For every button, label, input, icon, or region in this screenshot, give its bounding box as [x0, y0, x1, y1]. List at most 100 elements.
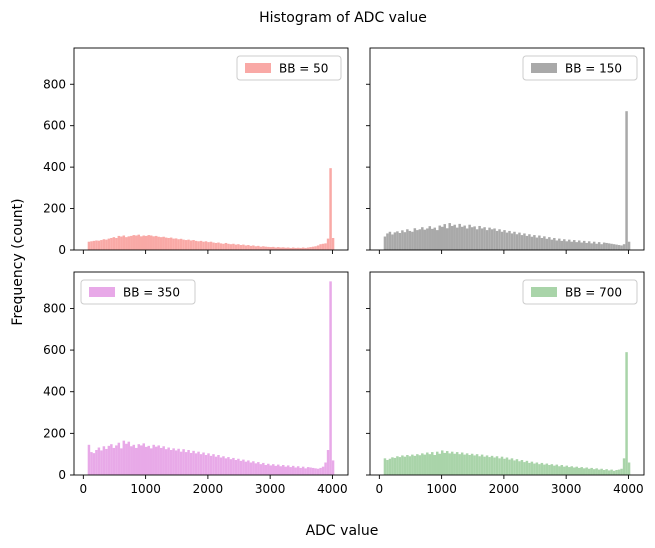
histogram-bar: [421, 453, 424, 475]
histogram-bar: [264, 246, 268, 250]
histogram-bar: [152, 444, 155, 475]
histogram-bar: [202, 241, 205, 250]
histogram-bar: [289, 467, 292, 475]
histogram-bar: [331, 237, 335, 250]
histogram-bar: [144, 235, 148, 250]
histogram-bar: [510, 458, 514, 475]
histogram-bar: [445, 228, 449, 250]
histogram-bar: [518, 232, 521, 250]
histogram-bar: [575, 242, 578, 250]
histogram-bar: [535, 462, 539, 475]
histogram-bar: [267, 246, 270, 250]
histogram-bar: [460, 452, 464, 475]
histogram-bar: [127, 441, 131, 475]
histogram-bar: [289, 247, 292, 250]
histogram-bar: [533, 235, 536, 250]
histogram-bar: [135, 447, 138, 475]
histogram-bar: [525, 460, 529, 475]
histogram-bar: [219, 457, 223, 475]
histogram-bar: [110, 237, 113, 250]
histogram-bar: [617, 245, 621, 250]
histogram-bar: [164, 449, 168, 475]
histogram-bar: [622, 244, 626, 250]
histogram-bar: [582, 468, 586, 475]
histogram-bar: [426, 228, 429, 250]
histogram-bar: [264, 465, 268, 475]
histogram-bar: [535, 237, 539, 250]
histogram-bar: [607, 470, 611, 475]
histogram-bar: [470, 453, 474, 475]
y-tick-label: 800: [43, 301, 66, 315]
histogram-bar: [582, 240, 586, 250]
histogram-bar: [433, 227, 437, 250]
x-tick-label: 1000: [130, 482, 161, 496]
histogram-bar: [590, 467, 593, 475]
histogram-bar: [277, 464, 280, 475]
x-tick-label: 4000: [613, 482, 644, 496]
histogram-bar: [115, 445, 118, 475]
histogram-bar: [587, 468, 591, 475]
histogram-bar: [500, 456, 504, 475]
histogram-bar: [105, 239, 108, 250]
histogram-bar: [147, 445, 150, 475]
y-tick-label: 600: [43, 343, 66, 357]
histogram-bar: [87, 241, 91, 250]
histogram-bar: [291, 465, 295, 475]
histogram-bar: [625, 111, 628, 250]
histogram-bar: [319, 467, 322, 475]
histogram-bar: [209, 455, 213, 475]
histogram-bar: [122, 440, 126, 475]
subplot-3: 0 1000 2000 3000 4000 0 200 400 600 800 BB = 350: [43, 271, 349, 496]
histogram-bar: [132, 444, 136, 475]
histogram-bar: [227, 457, 230, 475]
histogram-bar: [490, 455, 494, 475]
histogram-bar: [620, 245, 623, 250]
histogram-bar: [445, 451, 449, 475]
histogram-bar: [112, 237, 116, 250]
legend-swatch: [89, 287, 115, 297]
histogram-bar: [192, 240, 195, 250]
y-tick-label: 600: [43, 119, 66, 133]
histogram-bar: [401, 230, 404, 250]
histogram-bar: [505, 232, 509, 250]
histogram-bar: [473, 226, 476, 250]
histogram-bar: [463, 454, 466, 475]
histogram-bar: [470, 227, 474, 250]
histogram-bar: [237, 244, 240, 250]
histogram-bar: [475, 229, 479, 250]
histogram-bar: [187, 450, 190, 475]
histogram-bar: [493, 457, 496, 475]
histogram-bar: [224, 458, 228, 475]
histogram-bar: [406, 455, 409, 475]
histogram-bar: [620, 468, 623, 475]
histogram-bar: [523, 233, 526, 250]
histogram-bar: [610, 243, 613, 250]
histogram-bar: [478, 456, 481, 475]
histogram-bar: [120, 236, 123, 250]
histogram-bar: [525, 235, 529, 250]
histogram-bar: [585, 467, 588, 475]
histogram-bar: [508, 230, 511, 250]
histogram-bar: [465, 228, 469, 250]
histogram-bar: [90, 452, 93, 475]
histogram-bar: [553, 465, 556, 475]
histogram-bar: [468, 455, 471, 475]
histogram-bar: [329, 168, 332, 250]
histogram-bar: [309, 247, 312, 250]
x-tick-label: 2000: [193, 482, 224, 496]
histogram-bar: [326, 450, 330, 475]
histogram-bar: [495, 230, 499, 250]
histogram-bar: [214, 242, 218, 250]
histogram-bar: [480, 228, 484, 250]
histogram-bar: [465, 453, 469, 475]
histogram-bar: [127, 236, 131, 250]
histogram-bar: [279, 466, 282, 475]
histogram-bar: [627, 462, 631, 475]
histogram-bar: [612, 244, 616, 250]
histogram-bar: [408, 456, 412, 475]
histogram-bar: [592, 241, 596, 250]
histogram-bar: [503, 458, 506, 475]
histogram-bar: [326, 238, 330, 250]
histogram-bar: [577, 240, 581, 250]
histogram-bar: [209, 241, 213, 250]
